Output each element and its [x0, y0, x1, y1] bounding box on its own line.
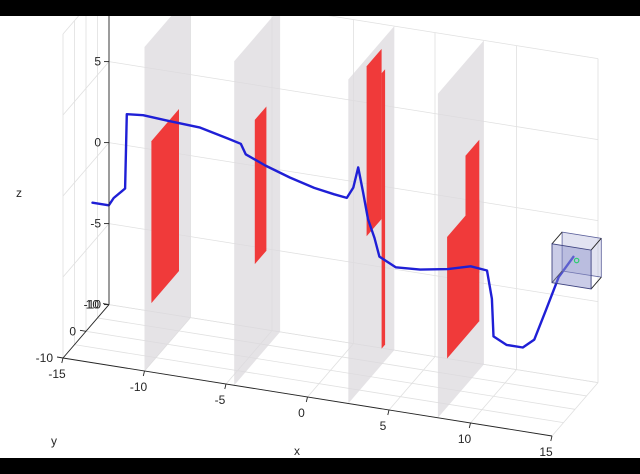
obstacle-3: [366, 48, 382, 237]
obstacle-2: [254, 106, 267, 265]
obstacle-1: [151, 109, 179, 304]
trajectory: [91, 112, 575, 349]
goal-box-front: [551, 243, 592, 290]
goal-marker: [551, 231, 602, 290]
x-tick-label: -10: [130, 380, 148, 394]
z-tick-label: 5: [94, 55, 101, 69]
y-tick-label: 10: [86, 298, 100, 312]
z-tick-label: -5: [90, 217, 101, 231]
x-tick: [387, 409, 390, 416]
grid-line: [328, 16, 599, 59]
goal-box-edge: [590, 238, 602, 251]
letterbox-bottom: [0, 458, 640, 474]
x-tick-label: -5: [215, 393, 226, 407]
x-tick-label: 15: [539, 445, 553, 458]
x-tick-label: 0: [298, 406, 305, 420]
z-axis-label: z: [16, 186, 22, 200]
y-axis-label: y: [51, 434, 57, 448]
letterbox-top: [0, 0, 640, 16]
goal-box-edge: [551, 231, 563, 245]
y-tick: [79, 329, 87, 332]
x-tick-label: 5: [380, 419, 387, 433]
y-tick-label: -10: [36, 351, 54, 365]
grid-line: [62, 223, 110, 278]
trajectory-line: [91, 112, 575, 349]
z-tick-label: 0: [94, 136, 101, 150]
goal-box-edge: [551, 270, 563, 284]
obstacle-3b: [381, 69, 386, 349]
x-tick: [224, 383, 227, 390]
x-tick: [550, 435, 553, 442]
grid-line: [62, 61, 110, 116]
x-tick: [468, 422, 471, 429]
x-tick: [305, 396, 308, 403]
x-tick: [142, 370, 145, 377]
goal-point: [573, 257, 580, 264]
goal-box-edge: [590, 276, 602, 290]
x-tick: [61, 357, 64, 364]
grid-line: [97, 317, 587, 397]
z-tick-label: -10: [84, 298, 102, 312]
grid-line: [62, 16, 80, 35]
x-axis-label: x: [294, 444, 300, 458]
obstacle-4b: [465, 139, 480, 289]
y-tick: [56, 356, 64, 359]
grid-lines: [62, 16, 599, 437]
x-tick-label: 10: [458, 432, 472, 446]
y-tick-label: 0: [69, 324, 76, 338]
grid-line: [62, 142, 110, 197]
walls: [144, 16, 484, 418]
x-tick-label: -15: [48, 367, 66, 381]
